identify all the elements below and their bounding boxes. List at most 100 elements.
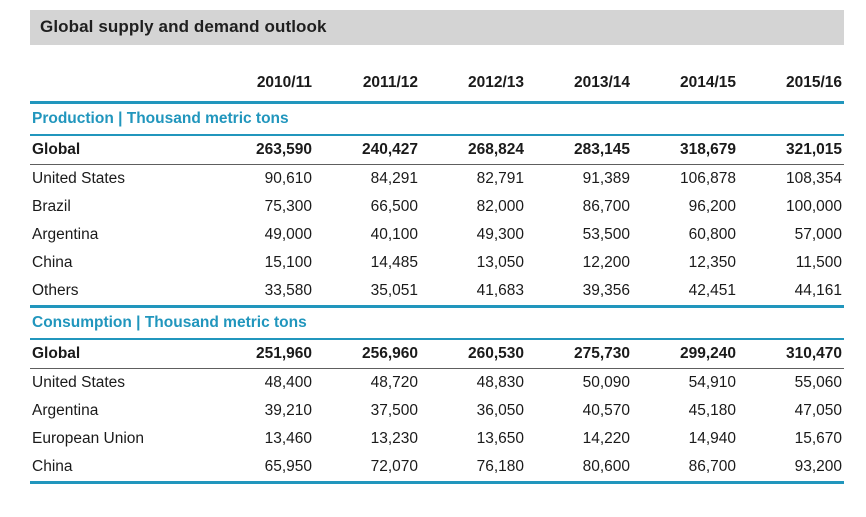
table-row: United States 48,400 48,720 48,830 50,090 54,…: [30, 369, 844, 398]
value-cell: 321,015: [738, 135, 844, 165]
section-header: Production | Thousand metric tons: [30, 101, 844, 136]
page-title: Global supply and demand outlook: [30, 10, 844, 45]
table-row: United States 90,610 84,291 82,791 91,389 106…: [30, 165, 844, 194]
row-label: Argentina: [32, 402, 99, 419]
value-cell: 275,730: [526, 339, 632, 369]
value-cell: 66,500: [370, 198, 418, 215]
section-header-row: Production | Thousand metric tons: [30, 101, 844, 136]
row-label: Brazil: [32, 198, 71, 215]
value-cell: 84,291: [370, 170, 418, 187]
value-cell: 90,610: [264, 170, 312, 187]
value-cell: 76,180: [420, 453, 526, 484]
row-label: European Union: [32, 430, 145, 447]
value-cell: 45,180: [688, 402, 736, 419]
value-cell: 15,100: [264, 254, 312, 271]
table-row: European Union 13,460 13,230 13,650 14,220 14…: [30, 425, 844, 453]
value-cell: 41,683: [476, 282, 524, 299]
year-header: 2011/12: [314, 69, 420, 104]
value-cell: 12,350: [688, 254, 736, 271]
value-cell: 55,060: [794, 374, 842, 391]
year-header: 2012/13: [420, 69, 526, 104]
row-label: China: [32, 254, 73, 271]
value-cell: 318,679: [632, 135, 738, 165]
value-cell: 44,161: [794, 282, 842, 299]
value-cell: 11,500: [795, 254, 842, 271]
section-header-row: Consumption | Thousand metric tons: [30, 305, 844, 340]
section-header: Consumption | Thousand metric tons: [30, 305, 844, 340]
value-cell: 48,830: [476, 374, 524, 391]
table-row: China 15,100 14,485 13,050 12,200 12,350 11,50…: [30, 249, 844, 277]
value-cell: 39,210: [264, 402, 312, 419]
value-cell: 15,670: [794, 430, 842, 447]
value-cell: 86,700: [632, 453, 738, 484]
year-header-row: 2010/11 2011/12 2012/13 2013/14 2014/15 2015/…: [30, 69, 844, 104]
value-cell: 47,050: [794, 402, 842, 419]
value-cell: 12,200: [582, 254, 630, 271]
year-header: 2013/14: [526, 69, 632, 104]
value-cell: 93,200: [738, 453, 844, 484]
value-cell: 82,000: [476, 198, 524, 215]
value-cell: 14,220: [582, 430, 630, 447]
value-cell: 299,240: [632, 339, 738, 369]
value-cell: 91,389: [582, 170, 630, 187]
value-cell: 268,824: [420, 135, 526, 165]
value-cell: 96,200: [688, 198, 736, 215]
value-cell: 53,500: [582, 226, 630, 243]
value-cell: 251,960: [208, 339, 314, 369]
table-row: Argentina 49,000 40,100 49,300 53,500 60,800 5…: [30, 221, 844, 249]
value-cell: 48,400: [264, 374, 312, 391]
value-cell: 72,070: [314, 453, 420, 484]
value-cell: 80,600: [526, 453, 632, 484]
year-header: 2014/15: [632, 69, 738, 104]
value-cell: 256,960: [314, 339, 420, 369]
row-label: Global: [30, 339, 208, 369]
value-cell: 57,000: [794, 226, 842, 243]
value-cell: 49,000: [264, 226, 312, 243]
value-cell: 108,354: [785, 170, 842, 187]
value-cell: 39,356: [582, 282, 630, 299]
value-cell: 48,720: [370, 374, 418, 391]
value-cell: 40,570: [582, 402, 630, 419]
value-cell: 263,590: [208, 135, 314, 165]
value-cell: 13,650: [476, 430, 524, 447]
value-cell: 60,800: [688, 226, 736, 243]
value-cell: 50,090: [582, 374, 630, 391]
value-cell: 260,530: [420, 339, 526, 369]
value-cell: 40,100: [370, 226, 418, 243]
row-label: United States: [32, 374, 126, 391]
value-cell: 14,940: [688, 430, 736, 447]
value-cell: 75,300: [264, 198, 312, 215]
value-cell: 42,451: [688, 282, 736, 299]
table-row: Brazil 75,300 66,500 82,000 86,700 96,200 100,…: [30, 193, 844, 221]
table-row: Global 263,590 240,427 268,824 283,145 318,67…: [30, 135, 844, 165]
value-cell: 36,050: [476, 402, 524, 419]
value-cell: 82,791: [476, 170, 524, 187]
table-row: Others 33,580 35,051 41,683 39,356 42,451 44,1…: [30, 277, 844, 307]
value-cell: 86,700: [582, 198, 630, 215]
row-label: China: [30, 453, 208, 484]
year-header: 2015/16: [738, 69, 844, 104]
table-body: Production | Thousand metric tons Global 2…: [30, 101, 844, 484]
value-cell: 49,300: [476, 226, 524, 243]
row-label: Global: [30, 135, 208, 165]
year-header: 2010/11: [208, 69, 314, 104]
table-row: Global 251,960 256,960 260,530 275,730 299,24…: [30, 339, 844, 369]
value-cell: 240,427: [314, 135, 420, 165]
value-cell: 283,145: [526, 135, 632, 165]
row-label: Argentina: [32, 226, 99, 243]
value-cell: 13,460: [264, 430, 312, 447]
value-cell: 106,878: [679, 170, 736, 187]
table-row: Argentina 39,210 37,500 36,050 40,570 45,180 4…: [30, 397, 844, 425]
table-row: China 65,950 72,070 76,180 80,600 86,700 93,20…: [30, 453, 844, 484]
table-head: 2010/11 2011/12 2012/13 2013/14 2014/15 2015/…: [30, 69, 844, 104]
value-cell: 13,050: [476, 254, 524, 271]
outlook-table: 2010/11 2011/12 2012/13 2013/14 2014/15 2015/…: [30, 69, 844, 484]
value-cell: 33,580: [264, 282, 312, 299]
value-cell: 100,000: [785, 198, 842, 215]
value-cell: 37,500: [370, 402, 418, 419]
value-cell: 310,470: [738, 339, 844, 369]
value-cell: 65,950: [208, 453, 314, 484]
value-cell: 54,910: [688, 374, 736, 391]
row-label: Others: [32, 282, 79, 299]
